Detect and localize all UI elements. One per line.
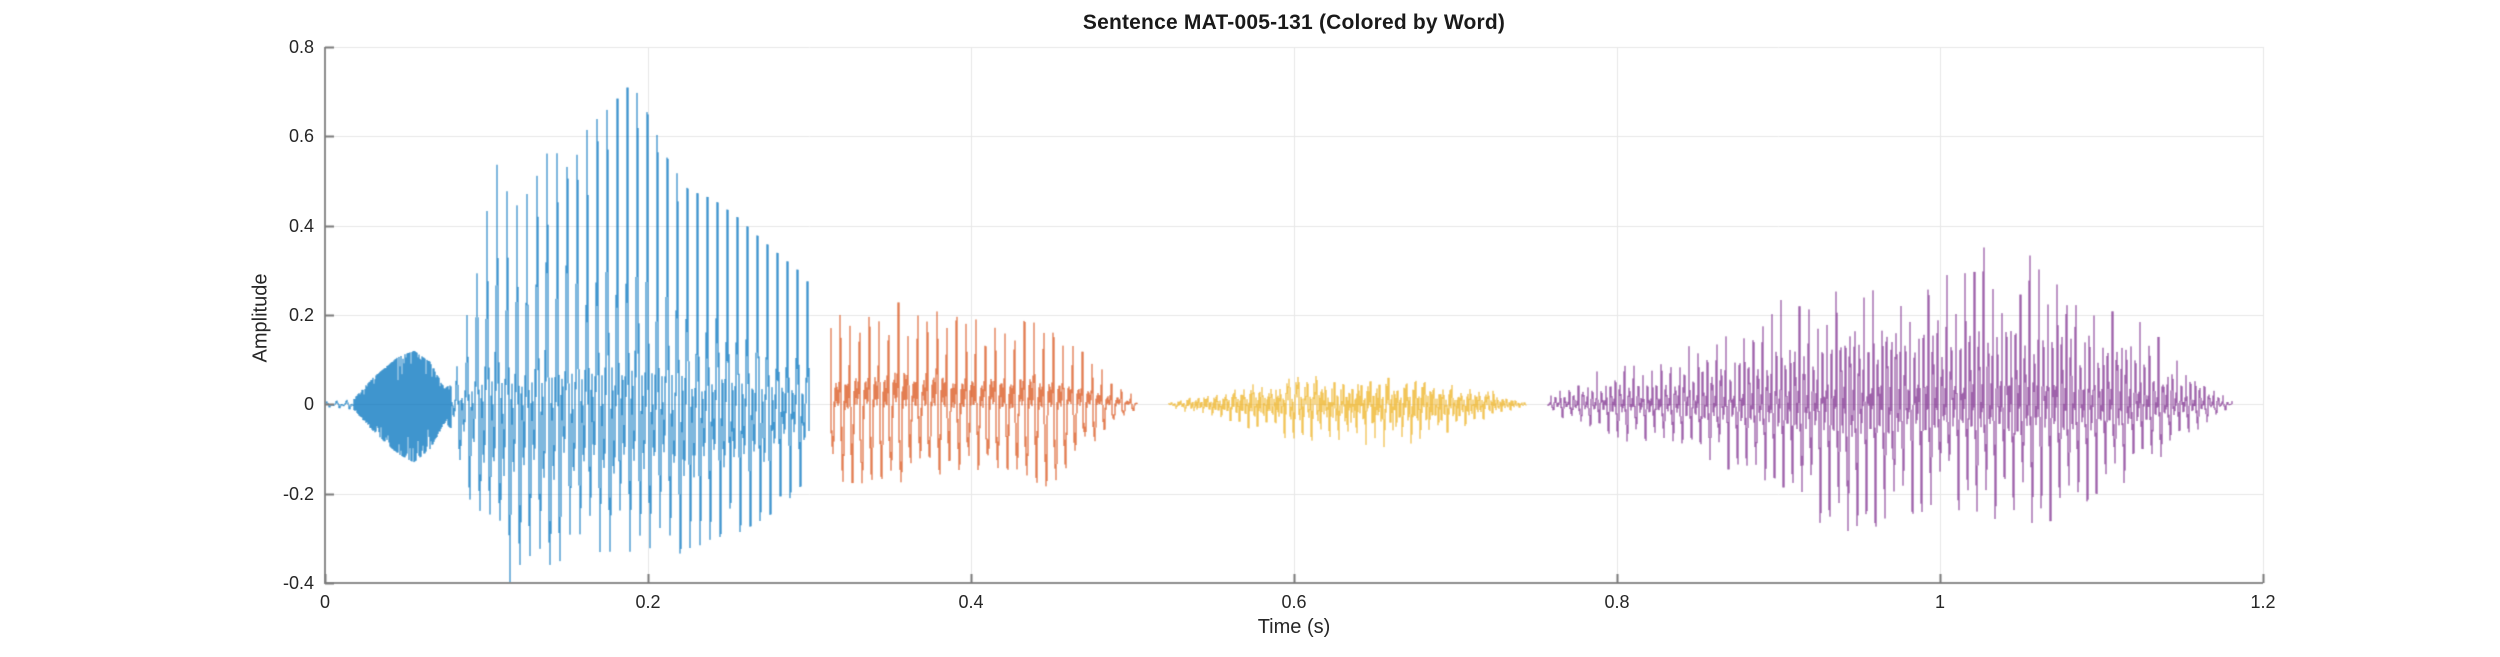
x-tick-label: 1.2 [2250, 592, 2276, 612]
x-tick-label: 0.6 [1281, 592, 1307, 612]
y-tick-label: 0.4 [288, 215, 314, 236]
y-tick-label: 0.6 [288, 126, 314, 147]
y-tick-label: 0.8 [288, 37, 314, 57]
y-tick-label: 0.2 [288, 305, 314, 325]
x-axis-label: Time (s) [1257, 616, 1331, 638]
y-tick-label: -0.4 [282, 573, 314, 593]
x-tick-label: 1 [1934, 592, 1945, 612]
x-tick-label: 0 [319, 592, 330, 612]
x-tick-label: 0.8 [1604, 592, 1630, 612]
chart-title: Sentence MAT-005-131 (Colored by Word) [1082, 11, 1506, 34]
y-tick-label: -0.2 [282, 483, 314, 504]
x-tick-label: 0.2 [635, 592, 661, 612]
y-tick-label: 0 [303, 394, 314, 415]
x-tick-label: 0.4 [958, 592, 984, 612]
